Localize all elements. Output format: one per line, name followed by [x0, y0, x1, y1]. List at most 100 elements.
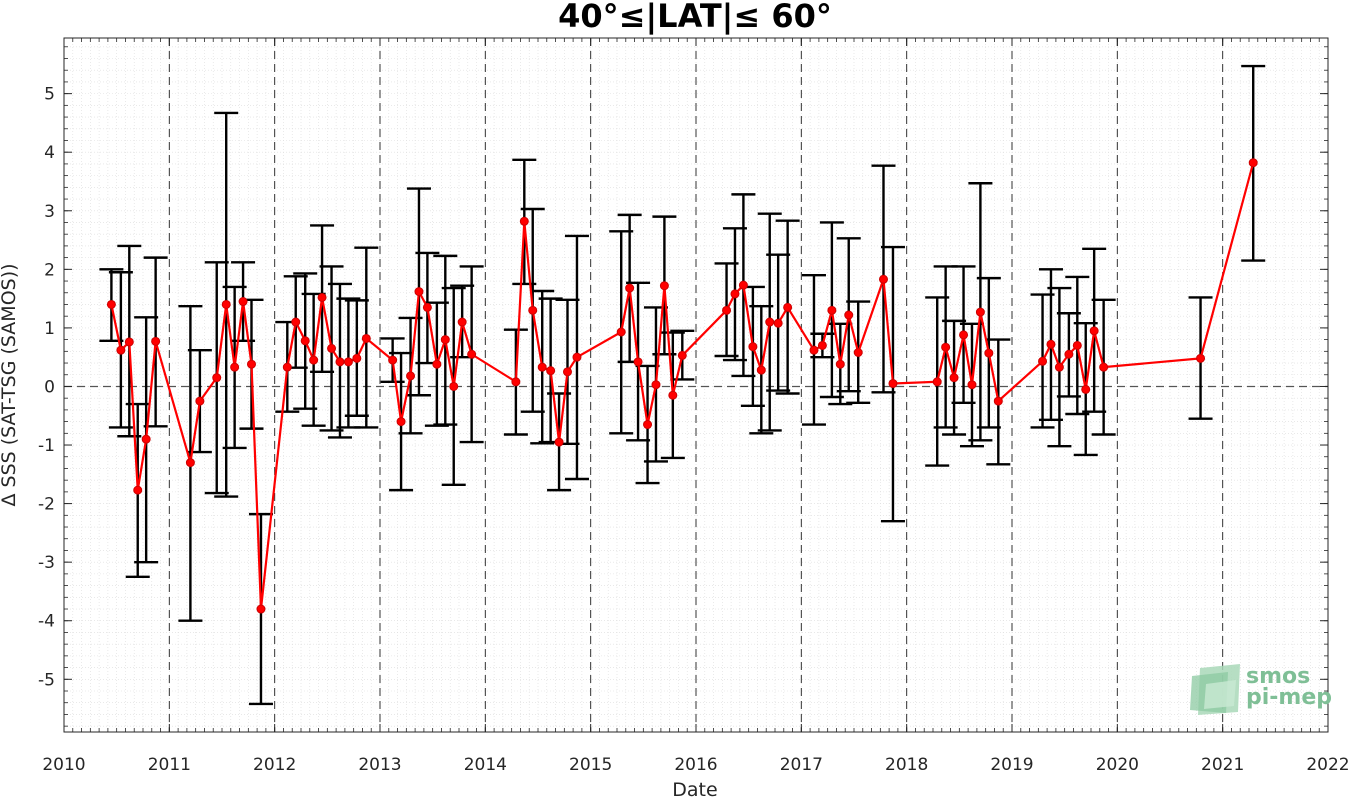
- x-tick-label: 2014: [464, 755, 507, 775]
- data-point: [396, 417, 406, 427]
- data-point: [422, 302, 432, 312]
- data-point: [335, 357, 345, 367]
- x-tick-label: 2020: [1096, 755, 1139, 775]
- y-tick-label: -1: [38, 436, 55, 456]
- data-point: [1081, 384, 1091, 394]
- data-point: [195, 396, 205, 406]
- data-point: [343, 357, 353, 367]
- axis-ticks: [63, 38, 1329, 732]
- data-point: [151, 336, 161, 346]
- y-tick-label: 2: [44, 260, 55, 280]
- data-point: [932, 377, 942, 387]
- logo-mark-icon: [1190, 664, 1240, 715]
- data-point: [967, 380, 977, 390]
- data-point: [765, 317, 775, 327]
- data-point: [106, 299, 116, 309]
- y-tick-label: 4: [44, 143, 55, 163]
- y-tick-label: 0: [44, 377, 55, 397]
- data-point: [440, 335, 450, 345]
- data-point: [528, 305, 538, 315]
- data-point: [809, 345, 819, 355]
- x-tick-label: 2019: [990, 755, 1033, 775]
- data-point: [773, 318, 783, 328]
- x-tick-labels: 2010 2011 2012 2013 2014 2015 2016 2017 2018 2019…: [42, 755, 1349, 775]
- x-tick-label: 2022: [1306, 755, 1349, 775]
- data-point: [1054, 362, 1064, 372]
- data-point: [449, 381, 459, 391]
- logo-text-smos: smos: [1246, 664, 1310, 689]
- data-point: [748, 342, 758, 352]
- data-point: [853, 347, 863, 357]
- y-tick-labels: -5 -4 -3 -2 -1 0 1 2 3 4 5: [38, 85, 55, 691]
- data-point: [309, 355, 319, 365]
- data-point: [572, 352, 582, 362]
- x-tick-label: 2011: [148, 755, 191, 775]
- data-point: [616, 327, 626, 337]
- data-point: [975, 307, 985, 317]
- data-point: [835, 359, 845, 369]
- data-point: [221, 299, 231, 309]
- smos-pimep-logo: smos pi-mep: [1190, 664, 1332, 715]
- y-axis-label: Δ SSS (SAT-TSG (SAMOS)): [0, 263, 20, 506]
- x-tick-label: 2012: [253, 755, 296, 775]
- x-tick-label: 2017: [780, 755, 823, 775]
- data-point: [116, 345, 126, 355]
- data-point: [722, 305, 732, 315]
- data-point: [651, 380, 661, 390]
- data-point: [406, 371, 416, 381]
- data-point: [238, 297, 248, 307]
- data-point: [993, 396, 1003, 406]
- data-point: [554, 437, 564, 447]
- data-point: [467, 349, 477, 359]
- data-point: [141, 434, 151, 444]
- data-point: [844, 310, 854, 320]
- data-point: [941, 342, 951, 352]
- data-point: [984, 348, 994, 358]
- data-point: [959, 330, 969, 340]
- data-point: [519, 216, 529, 226]
- data-point: [1046, 339, 1056, 349]
- data-point: [124, 337, 134, 347]
- data-point: [668, 390, 678, 400]
- data-point: [783, 302, 793, 312]
- x-tick-label: 2018: [885, 755, 928, 775]
- data-point: [246, 359, 256, 369]
- data-point: [730, 289, 740, 299]
- data-point: [300, 336, 310, 346]
- data-point: [212, 373, 222, 383]
- x-tick-label: 2016: [674, 755, 717, 775]
- data-point: [546, 366, 556, 376]
- data-point: [361, 333, 371, 343]
- data-point: [1089, 326, 1099, 336]
- data-point: [659, 281, 669, 291]
- data-point: [457, 317, 467, 327]
- data-point: [949, 373, 959, 383]
- data-point: [432, 359, 442, 369]
- chart-title: 40°≤|LAT|≤ 60°: [558, 0, 832, 36]
- data-point: [511, 377, 521, 387]
- data-point: [317, 292, 327, 302]
- data-point: [625, 283, 635, 293]
- data-point: [562, 367, 572, 377]
- x-tick-label: 2021: [1201, 755, 1244, 775]
- data-point: [738, 280, 748, 290]
- data-point: [1038, 356, 1048, 366]
- y-tick-label: -2: [38, 495, 55, 515]
- logo-text-pimep: pi-mep: [1246, 685, 1332, 710]
- y-tick-label: -4: [38, 612, 55, 632]
- data-point: [282, 362, 292, 372]
- data-point: [1248, 158, 1258, 168]
- data-point: [888, 379, 898, 389]
- x-tick-label: 2010: [42, 755, 85, 775]
- y-tick-label: 3: [44, 202, 55, 222]
- data-point: [230, 362, 240, 372]
- data-point: [817, 340, 827, 350]
- data-point: [1064, 349, 1074, 359]
- data-point: [1072, 340, 1082, 350]
- data-point: [256, 604, 266, 614]
- series-line: [110, 162, 1255, 611]
- data-point: [756, 365, 766, 375]
- y-tick-label: -5: [38, 670, 55, 690]
- data-point: [414, 287, 424, 297]
